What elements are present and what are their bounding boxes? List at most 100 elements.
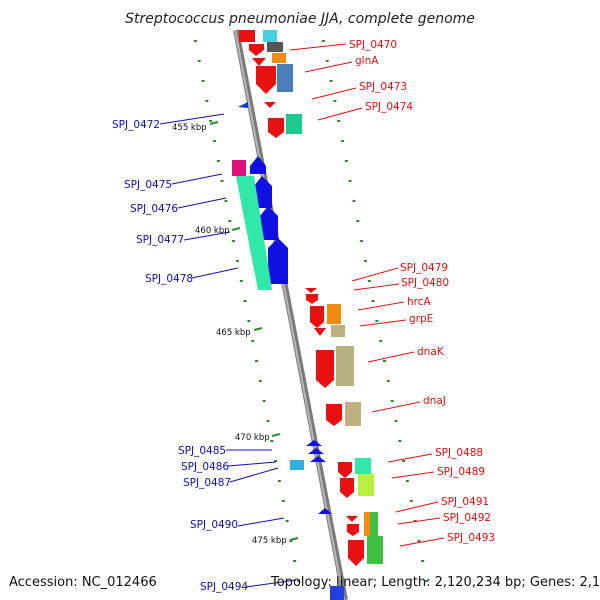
genome-backbone-highlight (234, 29, 345, 600)
track-dot (379, 340, 383, 342)
gene-label-forward[interactable]: grpE (409, 313, 433, 325)
track-dot (220, 180, 224, 182)
track-dot (337, 120, 341, 122)
track-dot (329, 80, 333, 82)
gene-arrow (306, 294, 318, 304)
gene-label-reverse[interactable]: SPJ_0494 (200, 581, 248, 593)
gene-label-reverse[interactable]: SPJ_0472 (112, 119, 160, 131)
gene-label-reverse[interactable]: SPJ_0476 (130, 203, 178, 215)
gene-label-forward[interactable]: SPJ_0491 (441, 496, 489, 508)
track-dot (293, 560, 297, 562)
gene-label-forward[interactable]: SPJ_0479 (400, 262, 448, 274)
gene-block (336, 346, 354, 386)
gene-block (267, 42, 283, 52)
track-dots (193, 40, 429, 582)
track-dot (417, 540, 421, 542)
track-dot (297, 580, 301, 582)
track-dot (274, 460, 278, 462)
gene-label-forward[interactable]: SPJ_0474 (365, 101, 413, 113)
track-dot (216, 160, 220, 162)
gene-label-forward[interactable]: SPJ_0489 (437, 466, 485, 478)
track-dot (398, 440, 402, 442)
gene-label-reverse[interactable]: SPJ_0486 (181, 461, 229, 473)
gene-label-reverse[interactable]: SPJ_0485 (178, 445, 226, 457)
gene-arrow-reverse (306, 440, 322, 446)
gene-arrow-reverse (260, 206, 278, 240)
gene-block (367, 536, 383, 564)
gene-features (232, 30, 383, 600)
scale-label: 470 kbp (235, 433, 270, 443)
gene-arrow (316, 350, 334, 388)
track-dot (363, 260, 367, 262)
gene-label-forward[interactable]: SPJ_0488 (435, 447, 483, 459)
gene-arrow (256, 66, 276, 94)
gene-label-forward[interactable]: hrcA (407, 296, 432, 308)
gene-label-forward[interactable]: glnA (355, 55, 379, 67)
track-dot (344, 160, 348, 162)
gene-label-reverse[interactable]: SPJ_0478 (145, 273, 193, 285)
track-dot (421, 560, 425, 562)
gene-block (330, 586, 344, 600)
gene-block (358, 474, 374, 496)
track-dot (394, 420, 398, 422)
gene-label-forward[interactable]: SPJ_0470 (349, 39, 397, 51)
gene-block (277, 64, 293, 92)
gene-arrow (310, 306, 324, 328)
track-dot (224, 200, 228, 202)
track-dot (405, 480, 409, 482)
track-dot (213, 140, 216, 142)
gene-arrow (305, 288, 317, 293)
track-dot (232, 240, 236, 242)
gene-arrow-reverse (318, 508, 332, 514)
track-dot (348, 180, 352, 182)
track-dot (352, 200, 356, 202)
track-dot (386, 380, 390, 382)
gene-label-forward[interactable]: SPJ_0492 (443, 512, 491, 524)
gene-label-forward[interactable]: SPJ_0473 (359, 81, 407, 93)
gene-label-reverse[interactable]: SPJ_0490 (190, 519, 238, 531)
gene-label-forward[interactable]: SPJ_0480 (401, 277, 449, 289)
gene-block (364, 512, 374, 536)
forward-gene-labels: SPJ_0470 glnA SPJ_0473 SPJ_0474 SPJ_0479… (349, 39, 495, 544)
gene-block (370, 512, 378, 536)
scale-label: 475 kbp (252, 536, 287, 546)
track-dot (235, 260, 239, 262)
gene-label-reverse[interactable]: SPJ_0477 (136, 234, 184, 246)
gene-block (327, 304, 341, 324)
gene-block (236, 176, 272, 290)
gene-block (272, 53, 286, 63)
gene-arrow (326, 404, 342, 426)
reverse-gene-labels: SPJ_0472 SPJ_0475 SPJ_0476 SPJ_0477 SPJ_… (112, 119, 248, 593)
track-dot (425, 580, 429, 582)
track-dot (270, 440, 274, 442)
track-dot (402, 460, 406, 462)
gene-arrow (314, 328, 326, 336)
gene-label-reverse[interactable]: SPJ_0487 (183, 477, 231, 489)
gene-arrow-reverse (250, 156, 266, 174)
gene-label-forward[interactable]: SPJ_0493 (447, 532, 495, 544)
track-dot (321, 40, 325, 42)
track-dot (413, 520, 417, 522)
gene-arrow (340, 478, 354, 498)
gene-arrow-reverse (310, 456, 326, 462)
track-dot (383, 360, 386, 362)
track-dot (197, 60, 201, 62)
track-dot (255, 360, 258, 362)
gene-label-reverse[interactable]: SPJ_0475 (124, 179, 172, 191)
gene-arrow (347, 524, 359, 536)
gene-block (286, 114, 302, 134)
gene-arrow-reverse (308, 448, 324, 454)
track-dot (262, 400, 266, 402)
track-dot (247, 320, 251, 322)
map-title: Streptococcus pneumoniae JJA, complete g… (125, 11, 475, 27)
gene-label-forward[interactable]: dnaJ (423, 395, 446, 407)
gene-label-forward[interactable]: dnaK (417, 346, 445, 358)
track-dot (390, 400, 394, 402)
track-dot (209, 120, 213, 122)
track-dot (289, 540, 293, 542)
track-dot (333, 100, 337, 102)
gene-arrow (338, 462, 352, 478)
gene-block (263, 30, 277, 42)
track-dot (409, 500, 413, 502)
